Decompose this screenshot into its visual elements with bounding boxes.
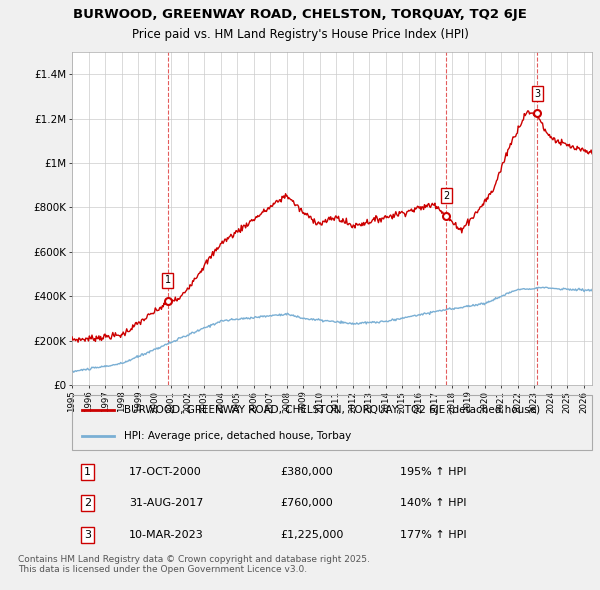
Text: 2: 2 (443, 191, 449, 201)
Text: BURWOOD, GREENWAY ROAD, CHELSTON, TORQUAY, TQ2 6JE (detached house): BURWOOD, GREENWAY ROAD, CHELSTON, TORQUA… (124, 405, 540, 415)
Text: 177% ↑ HPI: 177% ↑ HPI (400, 530, 466, 540)
Text: 2: 2 (84, 499, 91, 509)
Text: 31-AUG-2017: 31-AUG-2017 (129, 499, 203, 509)
Text: 3: 3 (534, 88, 541, 99)
Text: 195% ↑ HPI: 195% ↑ HPI (400, 467, 466, 477)
Text: £760,000: £760,000 (280, 499, 333, 509)
Text: HPI: Average price, detached house, Torbay: HPI: Average price, detached house, Torb… (124, 431, 351, 441)
Text: 17-OCT-2000: 17-OCT-2000 (129, 467, 202, 477)
Text: £380,000: £380,000 (280, 467, 333, 477)
Text: BURWOOD, GREENWAY ROAD, CHELSTON, TORQUAY, TQ2 6JE: BURWOOD, GREENWAY ROAD, CHELSTON, TORQUA… (73, 8, 527, 21)
Text: 140% ↑ HPI: 140% ↑ HPI (400, 499, 466, 509)
Text: £1,225,000: £1,225,000 (280, 530, 343, 540)
Text: 1: 1 (84, 467, 91, 477)
Text: Price paid vs. HM Land Registry's House Price Index (HPI): Price paid vs. HM Land Registry's House … (131, 28, 469, 41)
Text: Contains HM Land Registry data © Crown copyright and database right 2025.
This d: Contains HM Land Registry data © Crown c… (18, 555, 370, 574)
Text: 1: 1 (164, 275, 170, 285)
Text: 3: 3 (84, 530, 91, 540)
Text: 10-MAR-2023: 10-MAR-2023 (129, 530, 204, 540)
